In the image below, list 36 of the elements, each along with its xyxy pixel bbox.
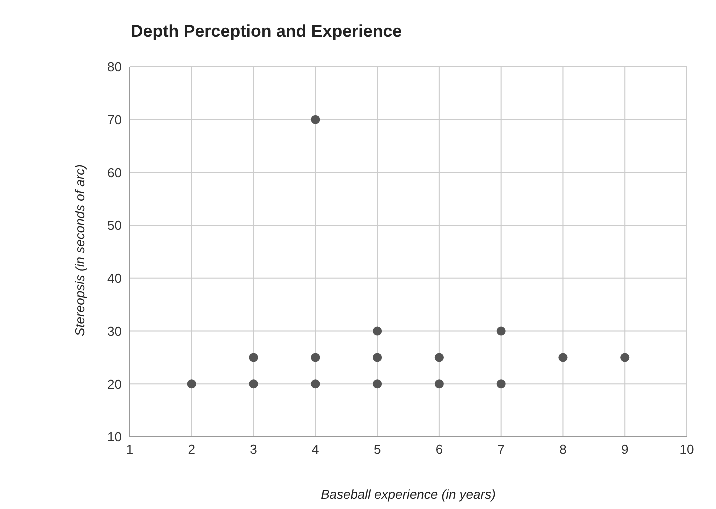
y-tick-label: 60 xyxy=(108,165,122,180)
point xyxy=(311,353,320,362)
point xyxy=(496,326,506,336)
y-tick-label: 40 xyxy=(108,271,122,286)
x-tick-label: 10 xyxy=(680,442,694,458)
y-tick-label: 30 xyxy=(108,324,122,339)
point xyxy=(249,353,258,362)
y-tick-label: 50 xyxy=(108,218,122,234)
x-tick-label: 7 xyxy=(498,442,505,458)
point xyxy=(558,353,568,362)
y-tick-label: 80 xyxy=(108,60,122,75)
x-axis-title: Baseball experience (in years) xyxy=(320,487,497,502)
x-tick-label: 9 xyxy=(621,442,629,458)
point xyxy=(311,380,320,389)
point xyxy=(249,380,258,389)
y-tick-label: 10 xyxy=(108,430,122,445)
x-tick-label: 8 xyxy=(560,442,567,458)
x-tick-label: 4 xyxy=(312,442,320,458)
chart-title: Depth Perception and Experience xyxy=(131,22,402,42)
x-tick-label: 2 xyxy=(188,442,196,458)
point xyxy=(620,353,630,362)
point xyxy=(434,380,444,389)
point xyxy=(187,380,196,389)
x-tick-label: 5 xyxy=(374,442,382,458)
point xyxy=(373,380,382,389)
point xyxy=(373,326,382,336)
point xyxy=(373,353,382,362)
y-tick-label: 70 xyxy=(108,112,122,128)
point xyxy=(311,115,320,124)
y-axis-title: Stereopsis (in seconds of arc) xyxy=(72,164,88,338)
x-tick-label: 3 xyxy=(250,442,258,458)
x-tick-label: 6 xyxy=(436,442,444,458)
point xyxy=(496,380,506,389)
y-tick-label: 20 xyxy=(108,376,122,392)
x-tick-label: 1 xyxy=(126,442,134,458)
point xyxy=(434,353,444,362)
